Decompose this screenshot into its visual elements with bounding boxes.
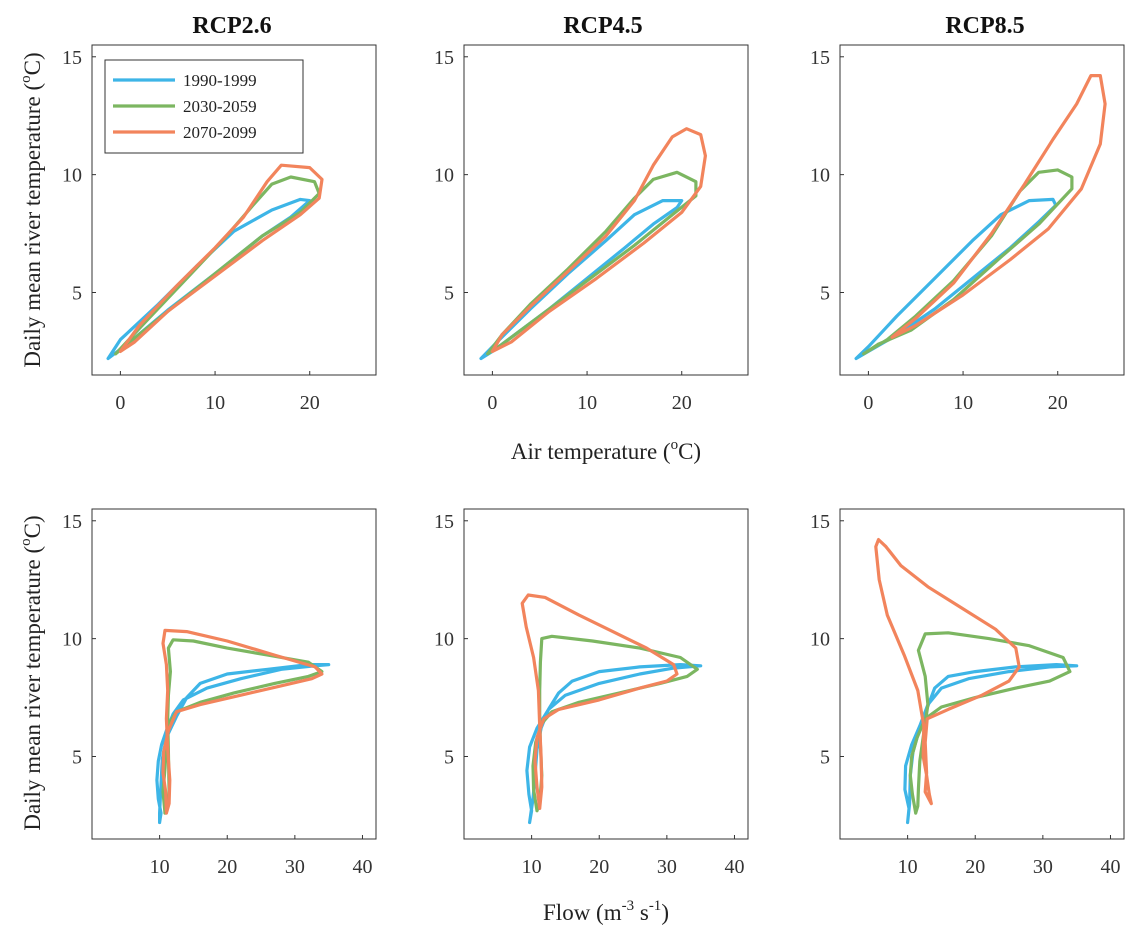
y-tick-label: 10 <box>810 165 830 187</box>
x-tick-label: 40 <box>352 856 372 878</box>
top-x-axis-label: Air temperature (oC) <box>511 437 701 464</box>
plot-frame <box>463 44 749 376</box>
x-tick-label: 10 <box>205 392 225 414</box>
x-tick-label: 30 <box>1033 856 1053 878</box>
y-tick-label: 10 <box>62 165 82 187</box>
y-tick-label: 10 <box>434 165 454 187</box>
series-line-1990-1999 <box>479 199 684 361</box>
x-tick-label: 10 <box>522 856 542 878</box>
series-line-2030-2059 <box>908 631 1072 815</box>
bottom-x-axis-label: Flow (m-3 s-1) <box>543 898 669 925</box>
y-tick-label: 5 <box>444 747 454 769</box>
plot-frame <box>839 44 1125 376</box>
y-tick-label: 15 <box>62 511 82 533</box>
bottom-y-axis-label: Daily mean river temperature (oC) <box>18 515 45 830</box>
y-tick-label: 15 <box>62 47 82 69</box>
top-y-axis-label: Daily mean river temperature (oC) <box>18 52 45 367</box>
panel-4: 5 10 15 10 20 30 40 <box>62 508 377 878</box>
plot-frame <box>91 508 377 840</box>
x-tick-label: 10 <box>953 392 973 414</box>
series-line-2070-2099 <box>161 628 324 815</box>
panel-2: 5 10 15 0 10 20 <box>434 44 749 414</box>
y-tick-label: 10 <box>62 629 82 651</box>
x-tick-label: 20 <box>217 856 237 878</box>
y-tick-label: 15 <box>810 47 830 69</box>
x-tick-label: 40 <box>724 856 744 878</box>
legend-label-2030-2059: 2030-2059 <box>183 97 257 116</box>
x-tick-label: 10 <box>898 856 918 878</box>
series-line-1990-1999 <box>854 197 1058 361</box>
x-tick-label: 30 <box>285 856 305 878</box>
y-tick-label: 15 <box>434 47 454 69</box>
x-tick-label: 20 <box>589 856 609 878</box>
x-tick-label: 0 <box>487 392 497 414</box>
x-tick-label: 0 <box>863 392 873 414</box>
legend-label-1990-1999: 1990-1999 <box>183 71 257 90</box>
y-tick-label: 10 <box>434 629 454 651</box>
column-title-rcp26: RCP2.6 <box>192 13 271 39</box>
plot-frame <box>91 44 377 376</box>
legend-label-2070-2099: 2070-2099 <box>183 123 257 142</box>
column-title-rcp45: RCP4.5 <box>563 13 642 39</box>
series-line-2070-2099 <box>890 74 1107 339</box>
series-line-2070-2099 <box>874 538 1021 806</box>
series-line-2070-2099 <box>118 163 324 353</box>
y-tick-label: 5 <box>820 283 830 305</box>
series-line-1990-1999 <box>155 663 331 825</box>
plot-frame <box>839 508 1125 840</box>
y-tick-label: 10 <box>810 629 830 651</box>
panel-3: 5 10 15 0 10 20 <box>810 44 1125 414</box>
x-tick-label: 20 <box>672 392 692 414</box>
y-tick-label: 5 <box>444 283 454 305</box>
x-tick-label: 10 <box>150 856 170 878</box>
plot-frame <box>463 508 749 840</box>
series-line-2030-2059 <box>862 168 1074 356</box>
x-tick-label: 20 <box>965 856 985 878</box>
y-tick-label: 5 <box>820 747 830 769</box>
series-line-1990-1999 <box>525 663 703 825</box>
panel-6: 5 10 15 10 20 30 40 <box>810 508 1125 878</box>
x-tick-label: 20 <box>1048 392 1068 414</box>
column-title-rcp85: RCP8.5 <box>945 13 1024 39</box>
x-tick-label: 10 <box>577 392 597 414</box>
y-tick-label: 15 <box>810 511 830 533</box>
series-line-2070-2099 <box>490 127 707 353</box>
series-line-2070-2099 <box>520 593 679 810</box>
legend: 1990-1999 2030-2059 2070-2099 <box>104 59 304 154</box>
panel-5: 5 10 15 10 20 30 40 <box>434 508 749 878</box>
y-tick-label: 15 <box>434 511 454 533</box>
y-tick-label: 5 <box>72 283 82 305</box>
x-tick-label: 40 <box>1100 856 1120 878</box>
series-line-2030-2059 <box>486 170 698 356</box>
x-tick-label: 0 <box>115 392 125 414</box>
x-tick-label: 30 <box>657 856 677 878</box>
panel-1: 5 10 15 0 10 20 <box>62 44 377 414</box>
x-tick-label: 20 <box>300 392 320 414</box>
y-tick-label: 5 <box>72 747 82 769</box>
